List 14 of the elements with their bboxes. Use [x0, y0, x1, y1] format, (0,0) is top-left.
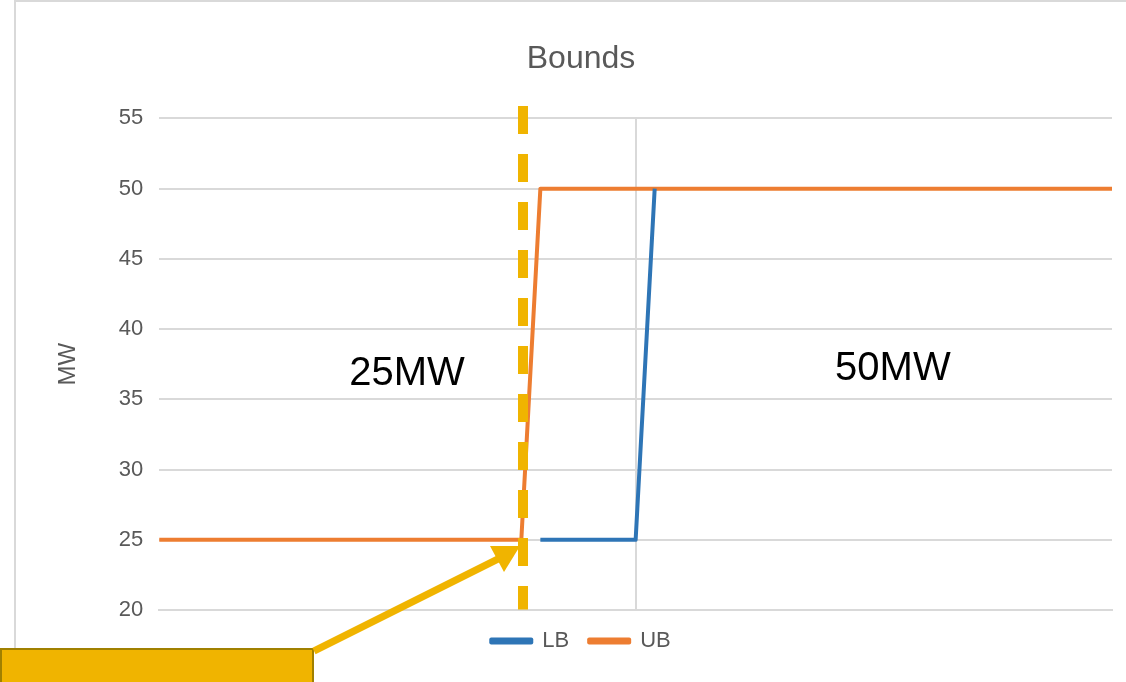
y-tick-label: 45 — [118, 244, 144, 270]
y-tick-label: 40 — [118, 315, 144, 341]
y-axis-title: MW — [53, 342, 81, 386]
y-tick-label: 35 — [118, 385, 144, 411]
legend-label: LB — [542, 627, 570, 653]
annotation: 25MW — [349, 349, 465, 394]
y-tick-label: 20 — [118, 596, 144, 622]
chart-title: Bounds — [526, 39, 636, 76]
annotation: 50MW — [835, 344, 951, 389]
y-tick-label: 50 — [118, 174, 144, 200]
y-tick-label: 55 — [118, 104, 144, 130]
y-tick-label: 30 — [118, 455, 144, 481]
y-tick-label: 25 — [118, 525, 144, 551]
legend-label: UB — [640, 627, 671, 653]
